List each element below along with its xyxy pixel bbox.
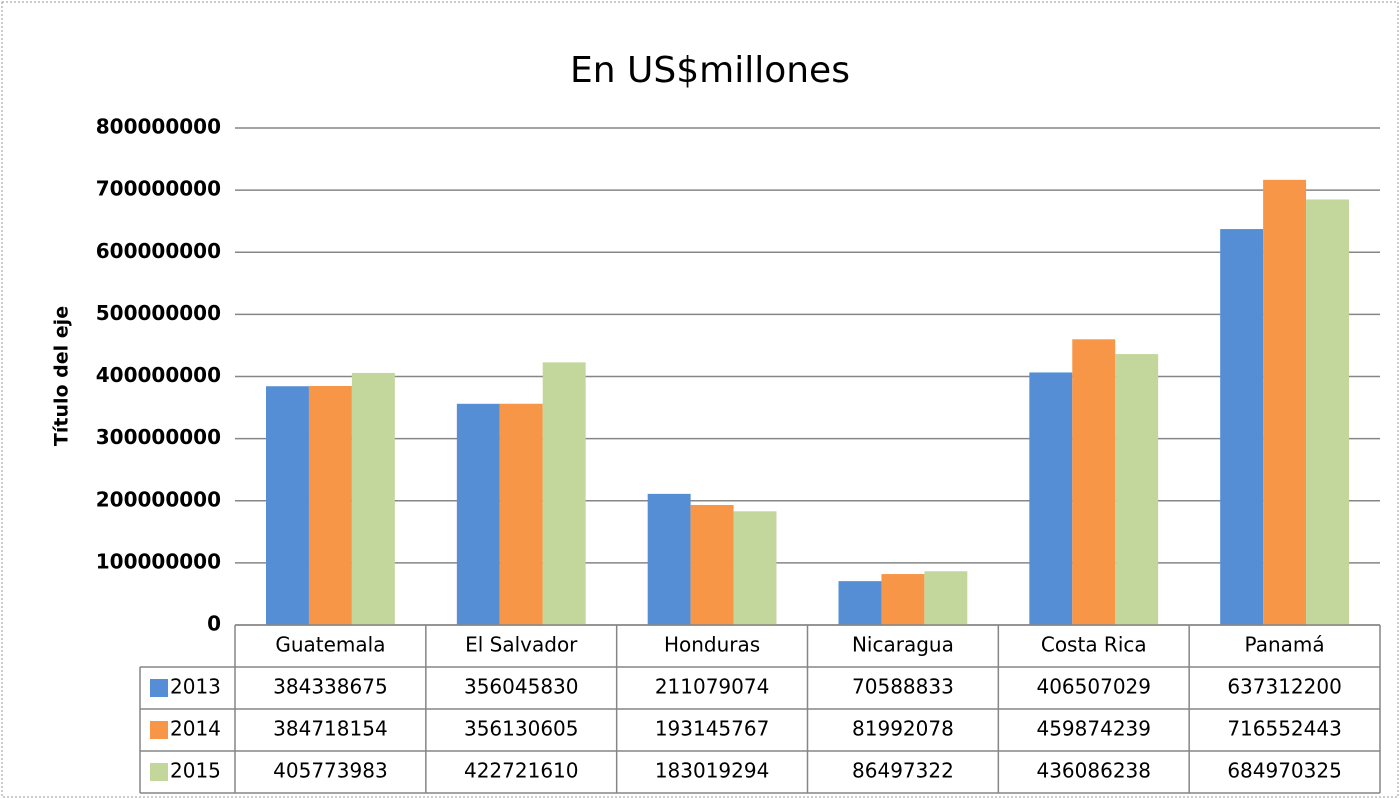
x-tick-label: Honduras [664, 633, 760, 657]
x-tick-label: Guatemala [275, 633, 385, 657]
table-value: 459874239 [1036, 717, 1151, 741]
table-value: 684970325 [1227, 759, 1342, 783]
bar [733, 511, 777, 625]
y-tick-label: 600000000 [96, 239, 221, 263]
bar [1306, 199, 1349, 625]
legend-label: 2015 [170, 759, 221, 783]
y-tick-label: 400000000 [96, 363, 221, 387]
bar [1072, 339, 1116, 625]
x-tick-label: Panamá [1245, 633, 1325, 657]
table-value: 436086238 [1036, 759, 1151, 783]
bar [542, 362, 586, 625]
legend-label: 2014 [170, 717, 221, 741]
table-value: 356130605 [464, 717, 579, 741]
bar [690, 505, 734, 625]
bar [924, 571, 968, 625]
y-axis-title: Título del eje [51, 306, 73, 446]
table-value: 384338675 [273, 675, 388, 699]
table-value: 193145767 [655, 717, 770, 741]
bar [308, 385, 352, 625]
table-value: 86497322 [852, 759, 954, 783]
x-tick-label: Nicaragua [852, 633, 954, 657]
y-tick-label: 200000000 [96, 487, 221, 511]
bar [838, 581, 882, 625]
bar [1263, 179, 1307, 625]
bar [266, 386, 309, 625]
table-value: 422721610 [464, 759, 579, 783]
y-tick-label: 0 [207, 612, 221, 636]
y-tick-label: 700000000 [96, 177, 221, 201]
chart-title: En US$millones [570, 50, 850, 91]
x-tick-label: Costa Rica [1041, 633, 1147, 657]
table-value: 211079074 [655, 675, 770, 699]
y-tick-label: 500000000 [96, 301, 221, 325]
table-value: 356045830 [464, 675, 579, 699]
table-value: 637312200 [1227, 675, 1342, 699]
bar [1115, 354, 1159, 625]
table-value: 716552443 [1227, 717, 1342, 741]
bar [351, 372, 395, 625]
y-tick-label: 300000000 [96, 425, 221, 449]
y-tick-label: 100000000 [96, 549, 221, 573]
table-value: 405773983 [273, 759, 388, 783]
table-value: 183019294 [655, 759, 770, 783]
x-tick-label: El Salvador [465, 633, 578, 657]
table-value: 70588833 [852, 675, 954, 699]
bar [1220, 229, 1264, 625]
table-value: 81992078 [852, 717, 954, 741]
legend-swatch [150, 721, 168, 739]
table-value: 384718154 [273, 717, 388, 741]
y-tick-label: 800000000 [96, 115, 221, 139]
bar [456, 403, 500, 625]
bar [881, 574, 925, 625]
bar [1029, 372, 1073, 625]
bar [647, 493, 691, 625]
legend-swatch [150, 763, 168, 781]
bar [499, 403, 543, 625]
legend-label: 2013 [170, 675, 221, 699]
table-value: 406507029 [1036, 675, 1151, 699]
legend-swatch [150, 679, 168, 697]
